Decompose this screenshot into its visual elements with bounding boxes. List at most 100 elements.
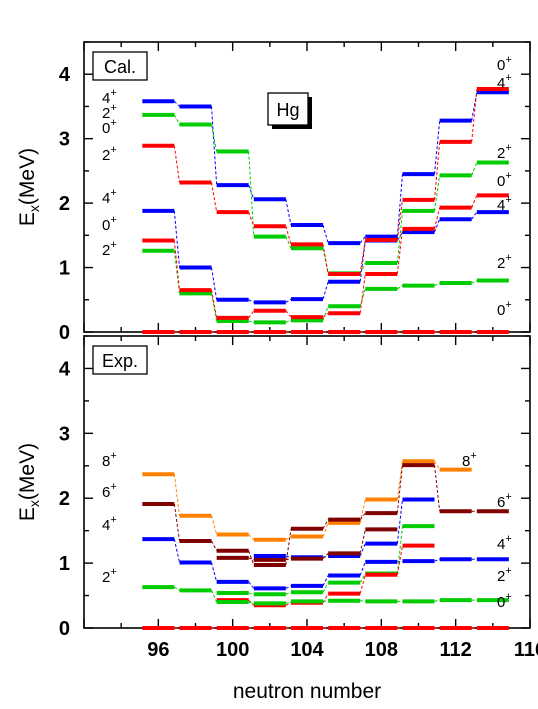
shared-axis-labels: neutron number <box>233 680 381 703</box>
connector-line <box>396 526 403 574</box>
spin-label: 0+ <box>497 54 512 74</box>
x-tick-label: 108 <box>365 639 398 661</box>
spin-label: 4+ <box>497 72 512 92</box>
y-tick-label: 2 <box>59 193 70 215</box>
connector-line <box>173 100 180 107</box>
connector-line <box>248 599 255 606</box>
series-2 <box>142 248 509 325</box>
connector-line <box>248 211 255 227</box>
x-tick-label: 112 <box>440 639 472 661</box>
connector-line <box>359 499 366 523</box>
x-tick-label: 116 <box>514 639 538 661</box>
connector-line <box>248 550 255 566</box>
nucleus-annotation: Hg <box>267 92 312 129</box>
series-4 <box>142 537 509 591</box>
connector-line <box>322 519 329 529</box>
connector-line <box>285 585 292 589</box>
connector-line <box>359 574 366 594</box>
connector-line <box>285 536 292 541</box>
connector-line <box>173 210 180 268</box>
spin-label: 8+ <box>102 450 117 470</box>
x-tick-label: 104 <box>290 639 324 661</box>
series-0 <box>142 193 509 320</box>
spin-label: 0+ <box>497 299 512 319</box>
connector-line <box>211 182 218 213</box>
connector-line <box>285 199 292 226</box>
y-tick-label: 1 <box>59 258 70 280</box>
series-6 <box>142 463 509 568</box>
connector-line <box>359 529 366 554</box>
connector-line <box>285 602 292 606</box>
connector-line <box>434 207 441 230</box>
y-tick-label: 0 <box>59 618 70 640</box>
connector-line <box>434 465 441 512</box>
connector-line <box>248 310 255 319</box>
connector-line <box>396 199 403 240</box>
connector-line <box>322 281 329 300</box>
panel-label: Exp. <box>92 345 148 375</box>
connector-line <box>248 299 255 303</box>
connector-line <box>434 141 441 200</box>
connector-line <box>211 540 218 552</box>
left-spin-labels: 4+2+0+2+4+0+2+ <box>102 87 117 259</box>
connector-line <box>285 591 292 595</box>
y-tick-label: 1 <box>59 553 70 575</box>
connector-line <box>173 240 180 291</box>
connector-line <box>174 586 180 591</box>
connector-line <box>285 558 292 561</box>
right-spin-labels: 0+4+2+0+4+2+0+ <box>497 54 512 319</box>
connector-line <box>359 240 366 282</box>
spin-label: 4+ <box>497 533 512 553</box>
spin-label: 4+ <box>102 514 117 534</box>
connector-line <box>211 106 218 186</box>
connector-line <box>471 279 478 284</box>
connector-line <box>322 553 329 559</box>
left-spin-labels: 8+ 6+ 4+ 2+ <box>102 450 117 586</box>
spin-label: 8+ <box>462 450 477 470</box>
connector-line <box>359 543 366 557</box>
spin-label: 2+ <box>102 102 117 122</box>
spin-label: 6+ <box>102 481 117 501</box>
connector-line <box>322 522 329 537</box>
connector-line <box>211 515 218 535</box>
connector-line <box>434 282 440 287</box>
y-axis-label: Ex(MeV) <box>16 148 42 226</box>
connector-line <box>434 120 441 175</box>
connector-line <box>434 175 441 211</box>
connector-line <box>359 239 366 275</box>
svg-text:Hg: Hg <box>276 100 299 120</box>
connector-line <box>248 557 255 561</box>
connector-line <box>322 555 329 558</box>
connector-line <box>434 599 440 602</box>
connector-line <box>285 236 292 249</box>
connector-line <box>322 575 329 587</box>
connector-line <box>322 312 329 318</box>
connector-line <box>359 273 366 314</box>
series-4 <box>142 90 509 246</box>
spin-label: 6+ <box>497 491 512 511</box>
connector-line <box>322 224 329 244</box>
connector-line <box>396 210 403 264</box>
x-axis-label: neutron number <box>233 680 381 703</box>
y-axis-label: Ex(MeV) <box>16 443 42 521</box>
y-tick-label: 4 <box>59 358 71 380</box>
spin-label: 4+ <box>497 194 512 214</box>
connector-line <box>359 236 366 244</box>
connector-line <box>396 231 403 241</box>
connector-line <box>173 474 180 516</box>
y-tick-label: 2 <box>59 488 70 510</box>
spin-label: 4+ <box>102 187 117 207</box>
connector-line <box>359 573 366 583</box>
y-tick-label: 3 <box>59 423 70 445</box>
connector-line <box>434 219 441 233</box>
connector-line <box>248 151 255 237</box>
connector-line <box>396 465 403 514</box>
connector-line <box>248 534 255 541</box>
connector-line <box>285 319 292 323</box>
series-level <box>216 543 435 608</box>
series-level <box>253 497 435 560</box>
spin-label: 2+ <box>497 142 512 162</box>
spin-label: 0+ <box>102 117 117 137</box>
spin-label: 0+ <box>497 170 512 190</box>
